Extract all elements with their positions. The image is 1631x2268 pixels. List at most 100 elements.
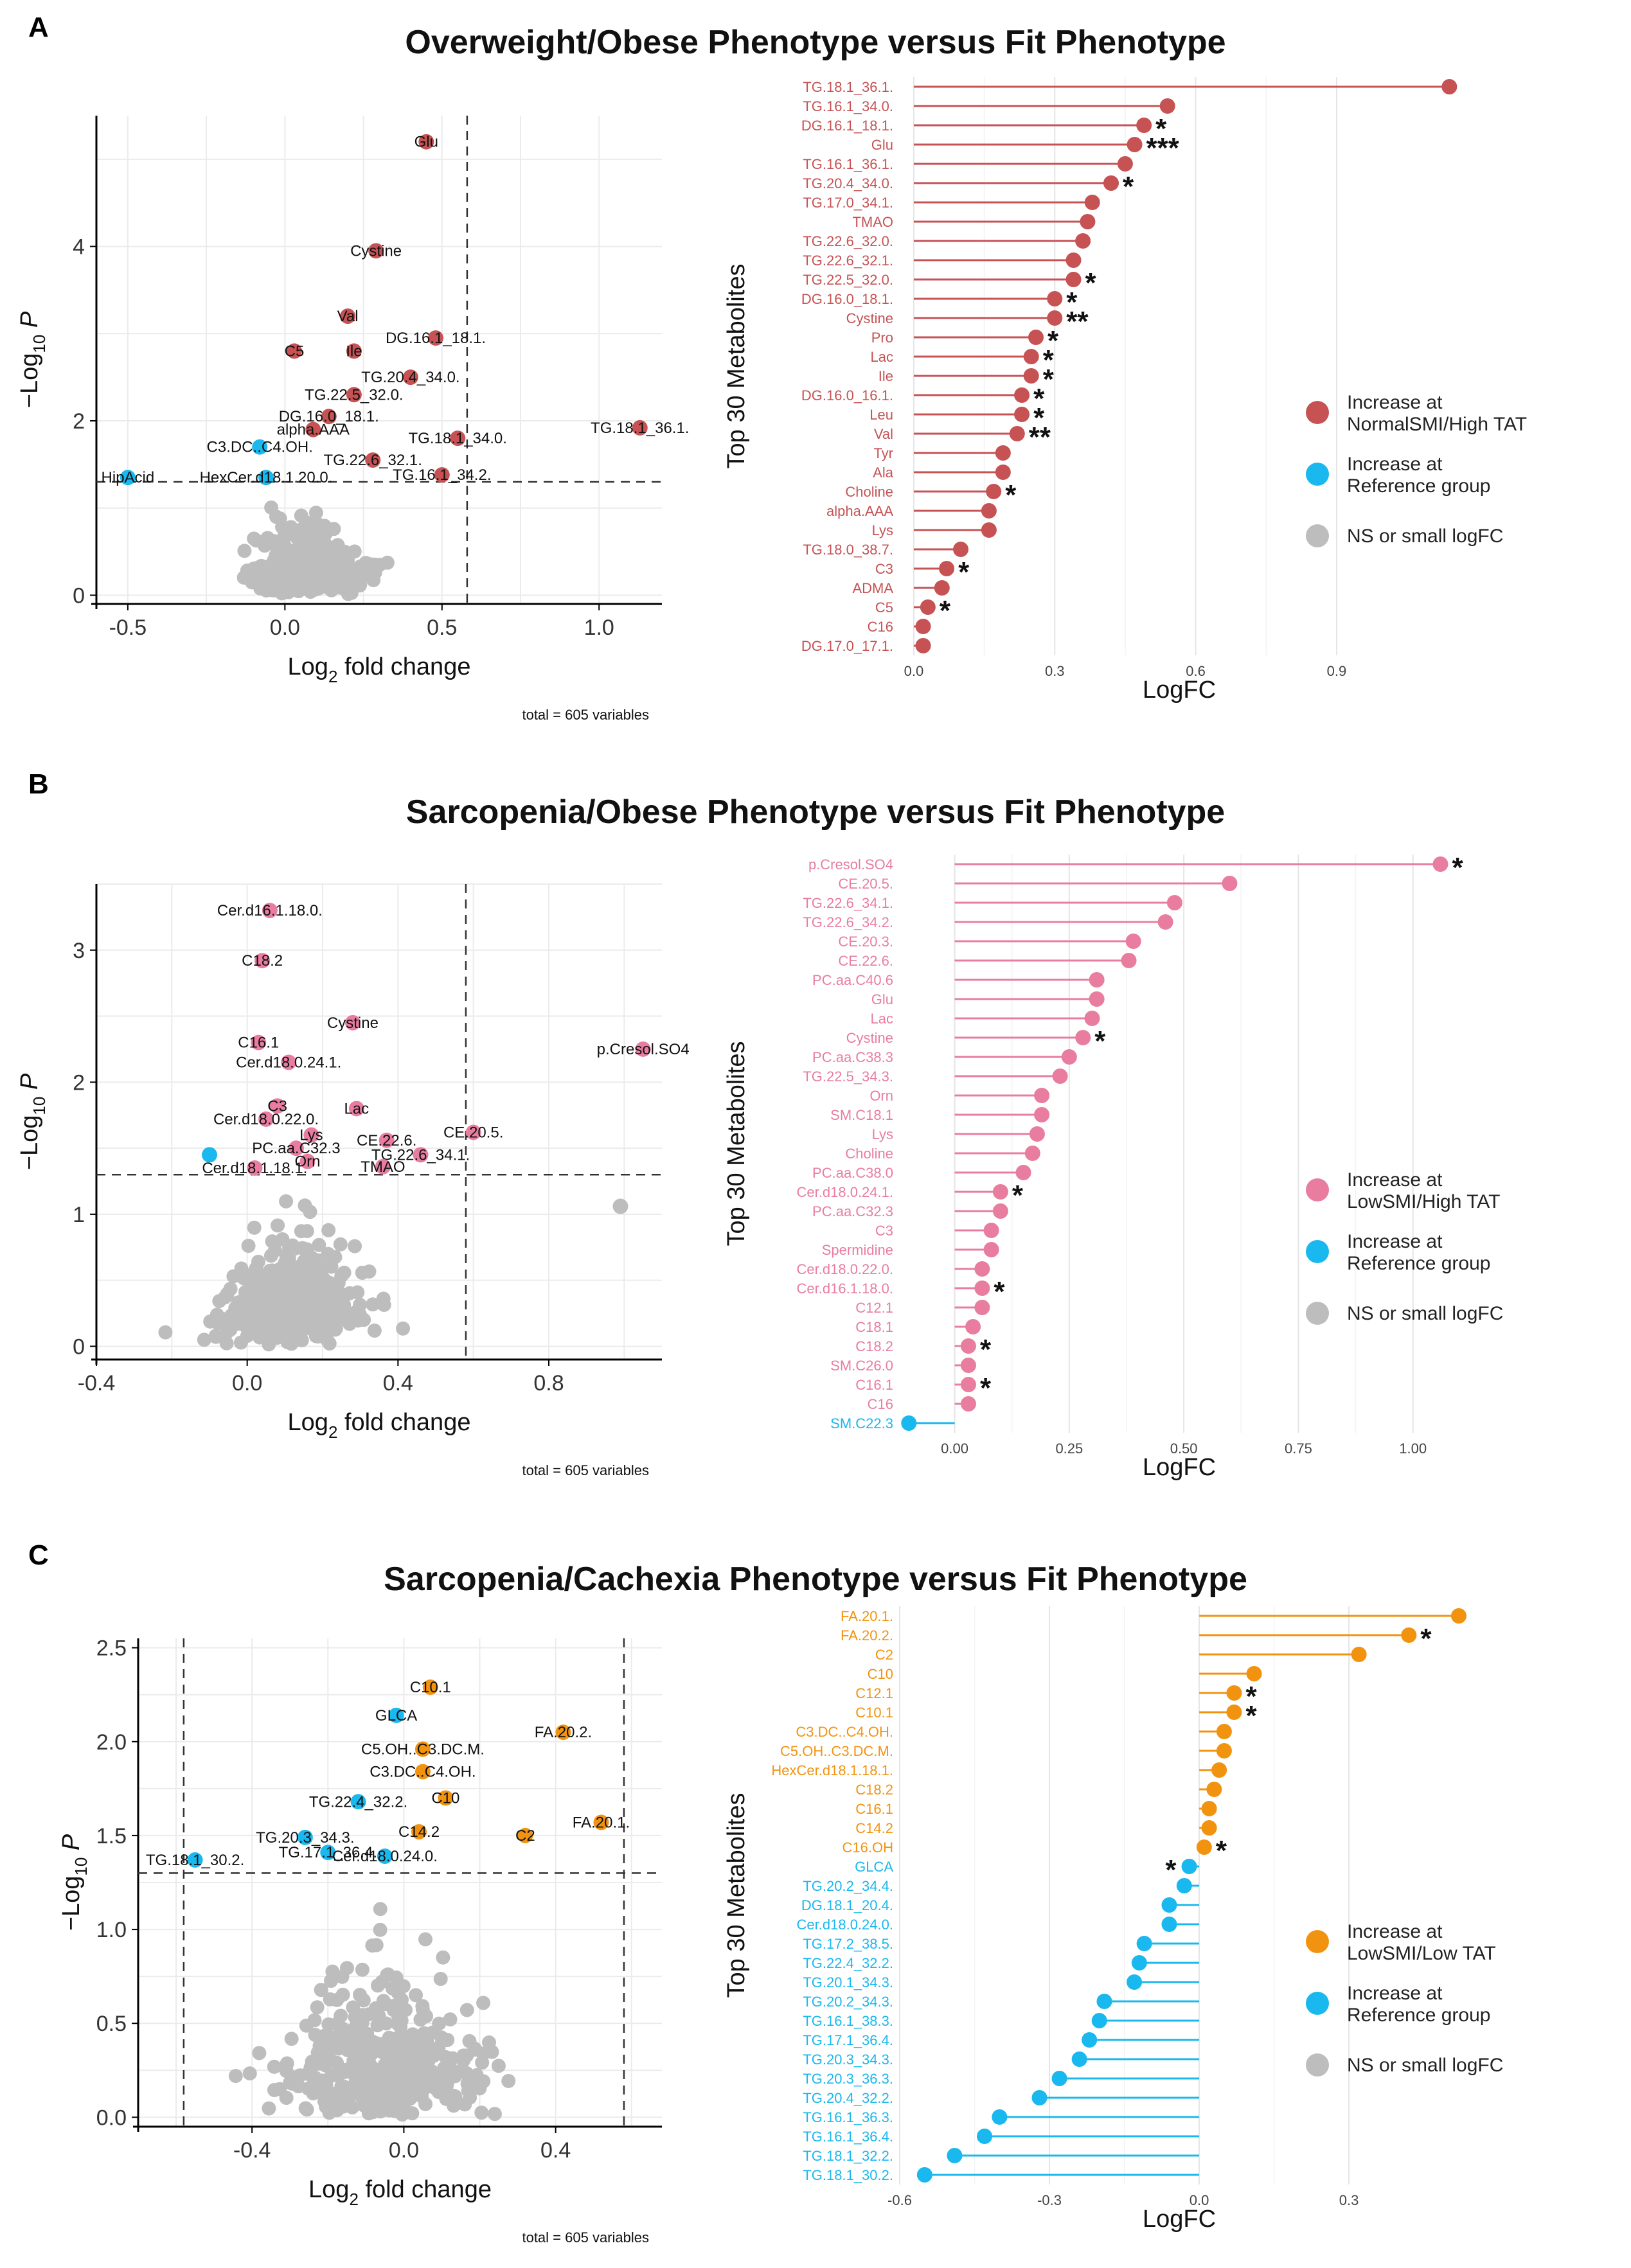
lollipop-point — [1451, 1608, 1466, 1624]
lollipop-category-label: TG.16.1_36.1. — [803, 156, 893, 172]
volcano-point-label: Cystine — [350, 242, 402, 260]
legend-label: NS or small logFC — [1347, 526, 1503, 547]
ns-point — [353, 577, 368, 592]
ns-point — [413, 2054, 428, 2069]
y-title-sub: 10 — [30, 335, 49, 353]
ns-point — [237, 544, 252, 558]
y-tick-label: 2.5 — [96, 1636, 127, 1661]
lollipop-category-label: Cer.d18.0.24.1. — [797, 1184, 893, 1200]
lollipop-category-label: DG.16.0_18.1. — [801, 291, 893, 307]
ns-point — [322, 1336, 337, 1351]
ns-point — [284, 2032, 299, 2046]
lollipop-x-tick-label: 0.9 — [1327, 663, 1347, 679]
lollipop-category-label: C16.OH — [842, 1839, 893, 1856]
ns-point — [366, 572, 381, 587]
volcano-point — [297, 1829, 313, 1845]
lollipop-point — [1216, 1724, 1232, 1739]
panel-title-b: Sarcopenia/Obese Phenotype versus Fit Ph… — [406, 793, 1225, 831]
lollipop-point — [1052, 1068, 1068, 1084]
ns-point — [355, 2026, 370, 2041]
ns-point — [485, 2044, 499, 2059]
y-axis-title: −Log10 P — [16, 1073, 49, 1170]
lollipop-point — [1351, 1647, 1367, 1662]
lollipop-category-label: TG.16.1_36.4. — [803, 2129, 893, 2145]
volcano-point-label: C3.DC..C4.OH. — [370, 1764, 476, 1781]
x-title-sub: 2 — [328, 1422, 337, 1442]
volcano-point-label: PC.aa.C32.3 — [252, 1140, 340, 1157]
volcano-point-label: Orn — [295, 1153, 321, 1171]
x-title-part: Log — [288, 653, 328, 680]
lollipop-category-label: TG.18.1_36.1. — [803, 79, 893, 95]
lollipop-point — [1222, 876, 1238, 891]
volcano-point-label: alpha.AAA — [277, 421, 350, 439]
legend-label: Increase at — [1347, 1231, 1443, 1252]
volcano-point — [465, 1124, 481, 1140]
ns-point — [418, 1932, 433, 1947]
lollipop-category-label: TG.18.1_30.2. — [803, 2167, 893, 2183]
volcano-point-label: p.Cresol.SO4 — [597, 1041, 690, 1058]
ns-point — [295, 536, 310, 551]
ns-point — [342, 562, 357, 577]
ns-point — [290, 1285, 305, 1300]
panel-title-c: Sarcopenia/Cachexia Phenotype versus Fit… — [384, 1561, 1247, 1598]
lollipop-category-label: Cer.d16.1.18.0. — [797, 1280, 893, 1297]
lollipop-x-tick-label: -0.6 — [887, 2192, 912, 2208]
volcano-point — [635, 1041, 651, 1057]
lollipop-category-label: CE.20.3. — [838, 934, 893, 950]
lollipop-category-label: TG.20.2_34.3. — [803, 1994, 893, 2010]
ns-point — [334, 1268, 349, 1283]
lollipop-point — [1181, 1859, 1197, 1874]
lollipop-point — [934, 580, 950, 596]
x-tick-label: 0.4 — [540, 2138, 571, 2163]
ns-point — [308, 2028, 323, 2042]
volcano-point — [428, 330, 443, 346]
ns-point — [364, 2060, 379, 2075]
y-title-part: −Log — [58, 1876, 85, 1931]
volcano-point-label: Cer.d18.0.24.0. — [332, 1848, 438, 1865]
volcano-point-label: HexCer.d18.1.20.0. — [200, 469, 333, 486]
lollipop-point — [1065, 252, 1082, 268]
lollipop-point — [1206, 1782, 1222, 1797]
lollipop-category-label: SM.C22.3 — [830, 1415, 893, 1431]
ns-point — [388, 2104, 402, 2118]
volcano-point — [258, 1111, 274, 1127]
significance-star: * — [1005, 479, 1017, 511]
lollipop-point — [1216, 1743, 1232, 1759]
volcano-point-label: Cer.d18.1.18.1. — [202, 1160, 307, 1177]
lollipop-category-label: FA.20.1. — [841, 1608, 893, 1624]
lollipop-point — [1091, 2013, 1107, 2028]
lollipop-point — [995, 445, 1011, 461]
volcano-point-label: Cer.d16.1.18.0. — [217, 902, 323, 919]
x-title-part: Log — [308, 2176, 349, 2203]
ns-point — [325, 1282, 340, 1297]
lollipop-category-label: DG.17.0_17.1. — [801, 638, 893, 654]
ns-point — [355, 2010, 370, 2024]
x-tick-label: -0.4 — [233, 2138, 271, 2163]
lollipop-point — [983, 1242, 999, 1257]
legend-label: Increase at — [1347, 454, 1443, 475]
lollipop-point — [1226, 1705, 1242, 1720]
ns-point — [315, 527, 330, 542]
ns-point — [270, 564, 285, 579]
lollipop-point — [1441, 79, 1457, 94]
ns-point — [334, 2008, 348, 2023]
lollipop-point — [1075, 1030, 1091, 1045]
x-title-part: fold change — [337, 1409, 470, 1436]
ns-point — [212, 1293, 227, 1308]
lollipop-category-label: C18.2 — [855, 1338, 893, 1354]
ns-point — [441, 2060, 456, 2075]
ns-point — [347, 544, 362, 559]
lollipop-point — [1157, 914, 1173, 930]
volcano-point — [251, 1034, 267, 1050]
lollipop-category-label: TG.22.6_34.2. — [803, 914, 893, 930]
ns-point — [487, 2107, 502, 2122]
ns-point — [436, 1950, 450, 1965]
ns-point — [418, 2096, 433, 2111]
lollipop-category-label: TG.17.0_34.1. — [803, 195, 893, 211]
panel-a: A Overweight/Obese Phenotype versus Fit … — [0, 0, 1631, 745]
lollipop-point — [1080, 214, 1096, 229]
ns-point — [253, 1329, 267, 1344]
y-tick-label: 0.5 — [96, 2012, 127, 2036]
lollipop-point — [1029, 1126, 1045, 1142]
volcano-point — [593, 1814, 609, 1830]
